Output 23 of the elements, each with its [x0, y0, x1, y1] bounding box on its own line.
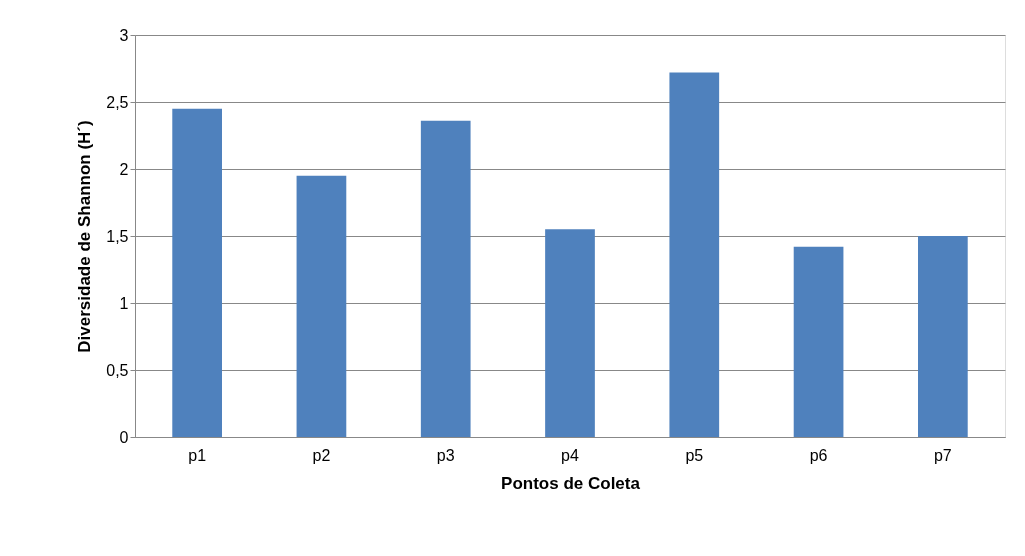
y-tick-label: 3: [119, 26, 129, 44]
x-tick-label: p6: [809, 446, 828, 464]
x-tick-label: p7: [933, 446, 952, 464]
bar: [793, 246, 844, 437]
x-axis-title: Pontos de Coleta: [501, 473, 641, 493]
y-tick-label: 0: [119, 428, 129, 446]
bar: [296, 175, 347, 437]
bar: [172, 108, 222, 437]
bar: [918, 236, 968, 437]
x-tick-label: p3: [436, 446, 455, 464]
x-tick-label: p4: [561, 446, 579, 464]
x-tick-label: p1: [188, 446, 207, 464]
y-tick-label: 1,5: [106, 227, 129, 245]
bar: [669, 72, 720, 437]
y-axis-title: Diversidade de Shannon (H´): [75, 120, 95, 353]
bar: [545, 229, 595, 437]
bar: [420, 120, 471, 437]
x-tick-label: p2: [312, 446, 331, 464]
y-tick-label: 2,5: [106, 93, 129, 111]
y-tick-label: 1: [119, 294, 129, 312]
y-tick-label: 0,5: [106, 361, 129, 379]
x-tick-label: p5: [685, 446, 704, 464]
y-tick-label: 2: [119, 160, 129, 178]
